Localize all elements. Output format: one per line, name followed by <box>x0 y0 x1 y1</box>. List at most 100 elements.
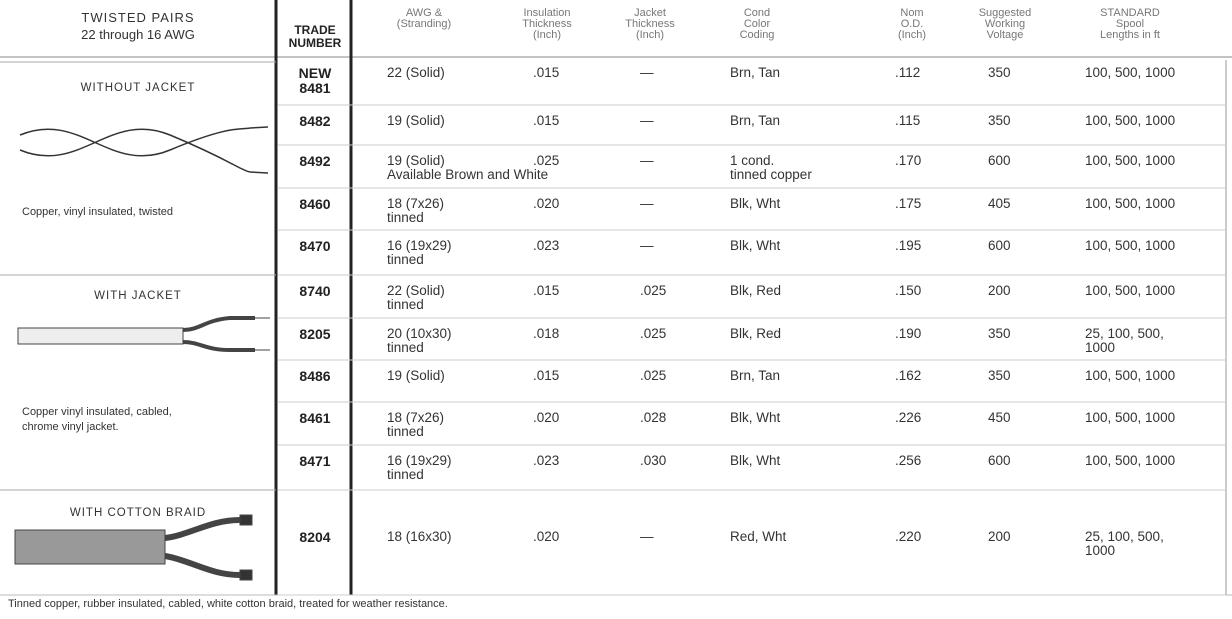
column-header: Jacket Thickness (Inch) <box>625 7 675 41</box>
trade-number: 8482 <box>299 113 331 129</box>
cell: .025 <box>640 283 667 298</box>
cell: .170 <box>895 153 922 168</box>
section-title: WITH COTTON BRAID <box>69 507 207 519</box>
cell: 100, 500, 1000 <box>1085 283 1176 298</box>
cell: .025 <box>533 153 560 168</box>
trade-number: NEW 8481 <box>298 65 332 96</box>
cell: 350 <box>988 113 1011 128</box>
cell: 450 <box>988 410 1011 425</box>
cell: .015 <box>533 113 560 128</box>
cell: 25, 100, 500, 1000 <box>1085 326 1164 355</box>
column-header: Nom O.D. (Inch) <box>897 7 927 41</box>
cell: 350 <box>988 326 1011 341</box>
cell: 19 (Solid) Available Brown and White <box>387 153 549 182</box>
cell: 350 <box>988 368 1011 383</box>
cell: Brn, Tan <box>730 113 781 128</box>
cell: .020 <box>533 410 560 425</box>
cell: — <box>640 153 654 168</box>
cell: 600 <box>988 153 1011 168</box>
cell: 19 (Solid) <box>387 368 445 383</box>
trade-number: 8492 <box>299 153 331 169</box>
cell: 19 (Solid) <box>387 113 445 128</box>
cell: .030 <box>640 453 667 468</box>
subtitle: 22 through 16 AWG <box>81 27 195 42</box>
cell: 100, 500, 1000 <box>1085 410 1176 425</box>
cell: Blk, Wht <box>730 410 781 425</box>
cell: .220 <box>895 529 922 544</box>
cell: 405 <box>988 196 1011 211</box>
cell: .020 <box>533 529 560 544</box>
cell: 100, 500, 1000 <box>1085 196 1176 211</box>
column-header: TRADE NUMBER <box>288 23 342 50</box>
cell: Red, Wht <box>730 529 787 544</box>
cell: 18 (7x26) tinned <box>387 196 445 225</box>
cell: .028 <box>640 410 667 425</box>
cell: .195 <box>895 238 922 253</box>
cell: 100, 500, 1000 <box>1085 453 1176 468</box>
cell: .162 <box>895 368 922 383</box>
cell: 18 (7x26) tinned <box>387 410 445 439</box>
cell: .015 <box>533 65 560 80</box>
section-caption: Copper, vinyl insulated, twisted <box>22 206 174 218</box>
cell: .190 <box>895 326 922 341</box>
cell: 350 <box>988 65 1011 80</box>
cell: 18 (16x30) <box>387 529 452 544</box>
cell: .018 <box>533 326 560 341</box>
column-header: AWG & (Stranding) <box>396 7 452 30</box>
trade-number: 8740 <box>299 283 331 299</box>
cell: — <box>640 529 654 544</box>
cell: .020 <box>533 196 560 211</box>
cell: 600 <box>988 238 1011 253</box>
cell: 100, 500, 1000 <box>1085 113 1176 128</box>
cell: .025 <box>640 368 667 383</box>
cell: .175 <box>895 196 922 211</box>
cell: Blk, Red <box>730 326 782 341</box>
cell: .150 <box>895 283 922 298</box>
trade-number: 8471 <box>299 453 331 469</box>
cell: .023 <box>533 453 560 468</box>
trade-number: 8486 <box>299 368 331 384</box>
cell: 100, 500, 1000 <box>1085 153 1176 168</box>
column-header: STANDARD Spool Lengths in ft <box>1100 7 1160 41</box>
cell: 100, 500, 1000 <box>1085 238 1176 253</box>
cell: 22 (Solid) <box>387 65 445 80</box>
cell: .023 <box>533 238 560 253</box>
cell: — <box>640 65 654 80</box>
cell: .112 <box>895 65 921 80</box>
cell: Brn, Tan <box>730 368 781 383</box>
section-caption: Copper vinyl insulated, cabled, chrome v… <box>22 406 172 433</box>
trade-number: 8470 <box>299 238 331 254</box>
cell: 200 <box>988 529 1011 544</box>
cell: .115 <box>895 113 921 128</box>
cell: — <box>640 238 654 253</box>
cell: Brn, Tan <box>730 65 781 80</box>
section-title: WITHOUT JACKET <box>80 82 196 94</box>
cell: 600 <box>988 453 1011 468</box>
cell: .015 <box>533 368 560 383</box>
section-caption: Tinned copper, rubber insulated, cabled,… <box>8 598 448 610</box>
cell: .025 <box>640 326 667 341</box>
trade-number: 8204 <box>299 529 331 545</box>
cell: 20 (10x30) tinned <box>387 326 452 355</box>
trade-number: 8205 <box>299 326 331 342</box>
trade-number: 8461 <box>299 410 331 426</box>
cell: 16 (19x29) tinned <box>387 453 452 482</box>
cell: — <box>640 196 654 211</box>
column-header: Suggested Working Voltage <box>978 7 1032 41</box>
cell: 100, 500, 1000 <box>1085 65 1176 80</box>
column-header: Insulation Thickness (Inch) <box>522 7 572 41</box>
cell: Blk, Wht <box>730 196 781 211</box>
trade-number: 8460 <box>299 196 331 212</box>
cell: 1 cond. tinned copper <box>730 153 812 182</box>
section-title: WITH JACKET <box>94 290 182 302</box>
title: TWISTED PAIRS <box>81 10 195 25</box>
cell: .015 <box>533 283 560 298</box>
cell: 25, 100, 500, 1000 <box>1085 529 1164 558</box>
cell: — <box>640 113 654 128</box>
cell: .226 <box>895 410 922 425</box>
cell: 16 (19x29) tinned <box>387 238 452 267</box>
cell: Blk, Wht <box>730 453 781 468</box>
column-header: Cond Color Coding <box>739 7 775 41</box>
